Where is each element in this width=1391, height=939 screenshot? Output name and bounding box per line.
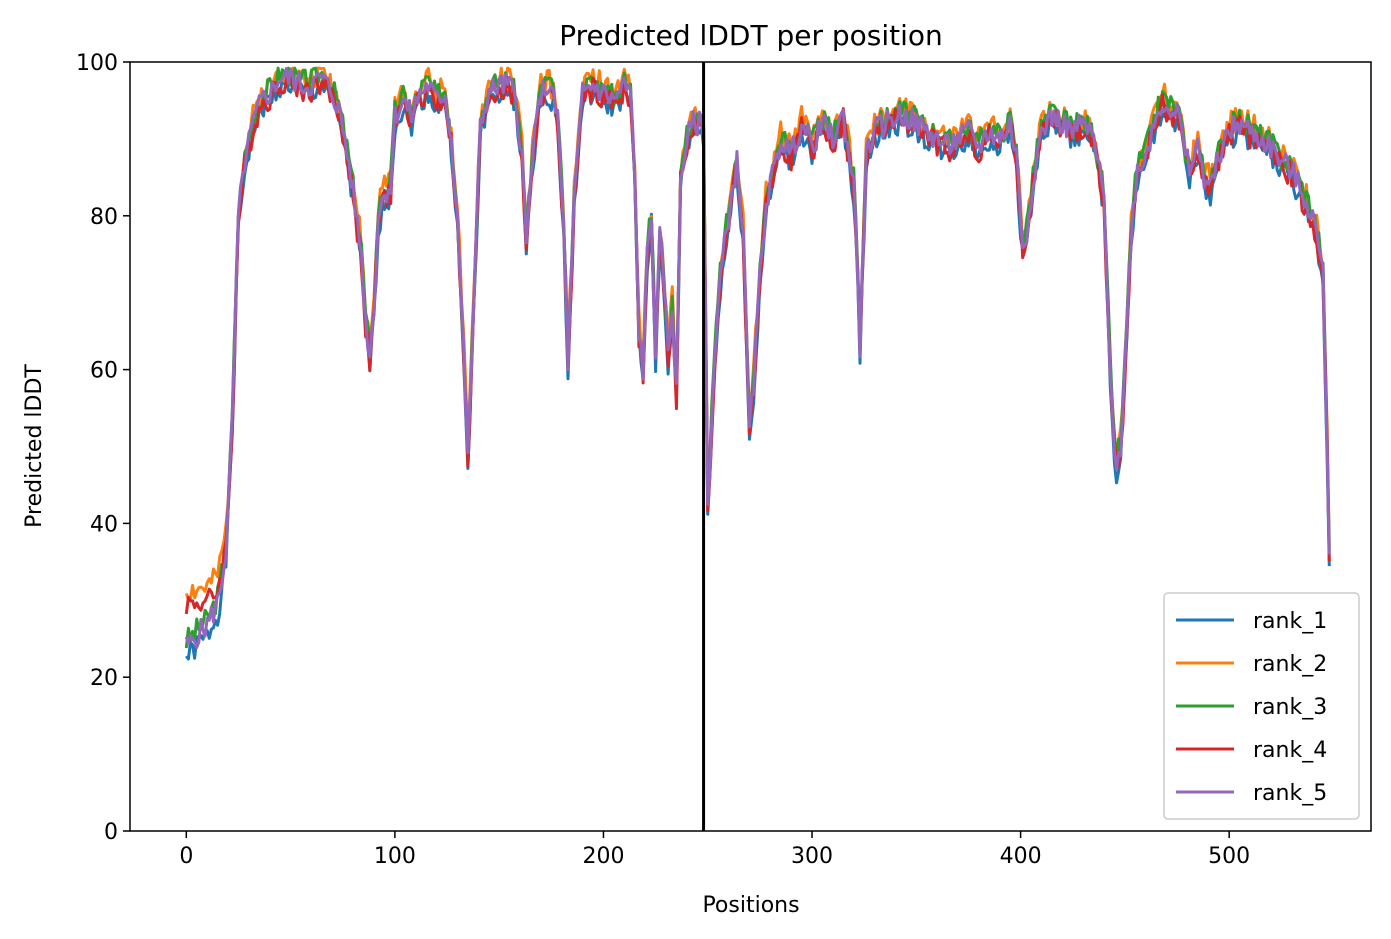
x-tick-label: 0: [179, 844, 193, 869]
legend-box: [1163, 592, 1360, 820]
y-tick-label: 100: [76, 51, 118, 76]
series-lines: [184, 66, 1331, 661]
legend-label: rank_1: [1253, 609, 1327, 634]
x-tick-label: 400: [1000, 844, 1042, 869]
x-axis-label: Positions: [702, 893, 799, 918]
x-tick-label: 300: [791, 844, 833, 869]
x-tick-label: 100: [374, 844, 416, 869]
x-tick-label: 500: [1208, 844, 1250, 869]
y-tick-label: 0: [104, 820, 118, 845]
y-axis-label: Predicted lDDT: [22, 364, 47, 528]
chart-title: Predicted lDDT per position: [559, 19, 943, 52]
x-tick-label: 200: [582, 844, 624, 869]
y-tick-label: 80: [90, 205, 118, 230]
axes-frame: [129, 61, 1372, 832]
legend: rank_1 rank_2 rank_3 rank_4 rank_5: [1163, 592, 1360, 820]
y-tick-label: 60: [90, 359, 118, 384]
series-line-rank_5: [184, 66, 1331, 650]
legend-label: rank_5: [1253, 781, 1327, 806]
legend-label: rank_2: [1253, 652, 1327, 677]
legend-label: rank_3: [1253, 695, 1327, 720]
y-axis-ticks: 0 20 40 60 80 100: [76, 51, 130, 845]
y-tick-label: 20: [90, 666, 118, 691]
legend-label: rank_4: [1253, 738, 1327, 763]
y-tick-label: 40: [90, 512, 118, 537]
x-axis-ticks: 0 100 200 300 400 500: [179, 831, 1250, 869]
plot-area: [129, 61, 1372, 832]
